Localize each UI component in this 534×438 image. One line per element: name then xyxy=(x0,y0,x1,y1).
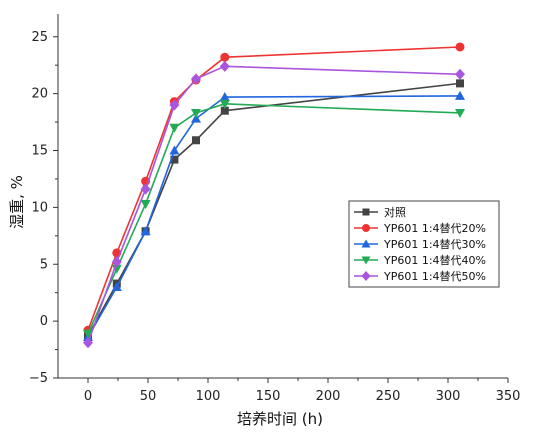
data-point-marker xyxy=(455,42,465,52)
x-tick-label: 250 xyxy=(376,389,401,404)
data-point-marker xyxy=(361,239,371,248)
x-axis-label: 培养时间 (h) xyxy=(237,410,323,428)
data-point-marker xyxy=(140,183,151,195)
y-tick-label: −5 xyxy=(29,371,48,386)
y-tick-label: 0 xyxy=(40,314,48,329)
y-tick-label: 15 xyxy=(31,144,48,159)
data-point-marker xyxy=(220,106,229,115)
data-point-marker xyxy=(83,337,93,349)
data-point-marker xyxy=(169,99,180,111)
data-point-marker xyxy=(219,99,230,109)
legend-label: YP601 1:4替代20% xyxy=(383,221,486,235)
y-tick-label: 25 xyxy=(31,30,48,45)
data-point-marker xyxy=(219,92,230,102)
data-point-marker xyxy=(361,271,371,281)
data-point-marker xyxy=(140,226,151,236)
x-tick-label: 200 xyxy=(316,389,341,404)
series-2 xyxy=(83,42,465,335)
data-point-marker xyxy=(362,208,370,216)
legend-entry: YP601 1:4替代50% xyxy=(354,269,486,283)
x-tick-label: 0 xyxy=(84,389,92,404)
data-point-marker xyxy=(219,60,230,72)
data-point-marker xyxy=(83,329,93,339)
series-5 xyxy=(83,60,465,349)
axes-layer: 0 50 100 150 200 250 300 350 −5 0 5 10 15 20 25 xyxy=(29,30,521,404)
series-layer xyxy=(83,42,465,349)
legend-label: YP601 1:4替代40% xyxy=(383,253,486,267)
data-point-marker xyxy=(192,136,200,145)
y-tick-label: 10 xyxy=(31,200,48,215)
legend-label: 对照 xyxy=(384,205,406,219)
data-point-marker xyxy=(456,79,464,88)
x-tick-label: 100 xyxy=(196,389,221,404)
y-axis-label: 湿重, % xyxy=(8,175,26,229)
data-point-marker xyxy=(362,224,370,232)
legend-entry: 对照 xyxy=(354,205,406,219)
x-tick-label: 50 xyxy=(140,389,157,404)
data-point-marker xyxy=(455,108,465,118)
data-point-marker xyxy=(169,123,180,133)
data-point-marker xyxy=(361,256,371,265)
x-tick-label: 150 xyxy=(256,389,281,404)
legend-label: YP601 1:4替代50% xyxy=(383,269,486,283)
legend-entry: YP601 1:4替代40% xyxy=(354,253,486,267)
data-point-marker xyxy=(220,52,230,62)
x-tick-label: 350 xyxy=(496,389,521,404)
series-3 xyxy=(83,90,465,342)
data-point-marker xyxy=(191,113,201,123)
series-4 xyxy=(83,99,465,339)
data-point-marker xyxy=(191,73,201,85)
data-point-marker xyxy=(191,108,201,118)
legend-label: YP601 1:4替代30% xyxy=(383,237,486,251)
data-point-marker xyxy=(111,282,122,291)
data-point-marker xyxy=(111,256,122,268)
y-tick-label: 5 xyxy=(40,257,48,272)
y-tick-label: 20 xyxy=(31,87,48,102)
data-point-marker xyxy=(455,68,465,80)
legend-entry: YP601 1:4替代30% xyxy=(354,237,486,251)
plot-frame xyxy=(57,14,508,379)
x-tick-label: 300 xyxy=(436,389,461,404)
legend: 对照 YP601 1:4替代20% YP601 1:4替代30% YP601 1:4替… xyxy=(348,200,500,288)
data-point-marker xyxy=(455,90,465,100)
data-point-marker xyxy=(169,145,180,155)
data-point-marker xyxy=(140,199,151,209)
legend-entry: YP601 1:4替代20% xyxy=(354,221,486,235)
data-point-marker xyxy=(170,155,179,164)
